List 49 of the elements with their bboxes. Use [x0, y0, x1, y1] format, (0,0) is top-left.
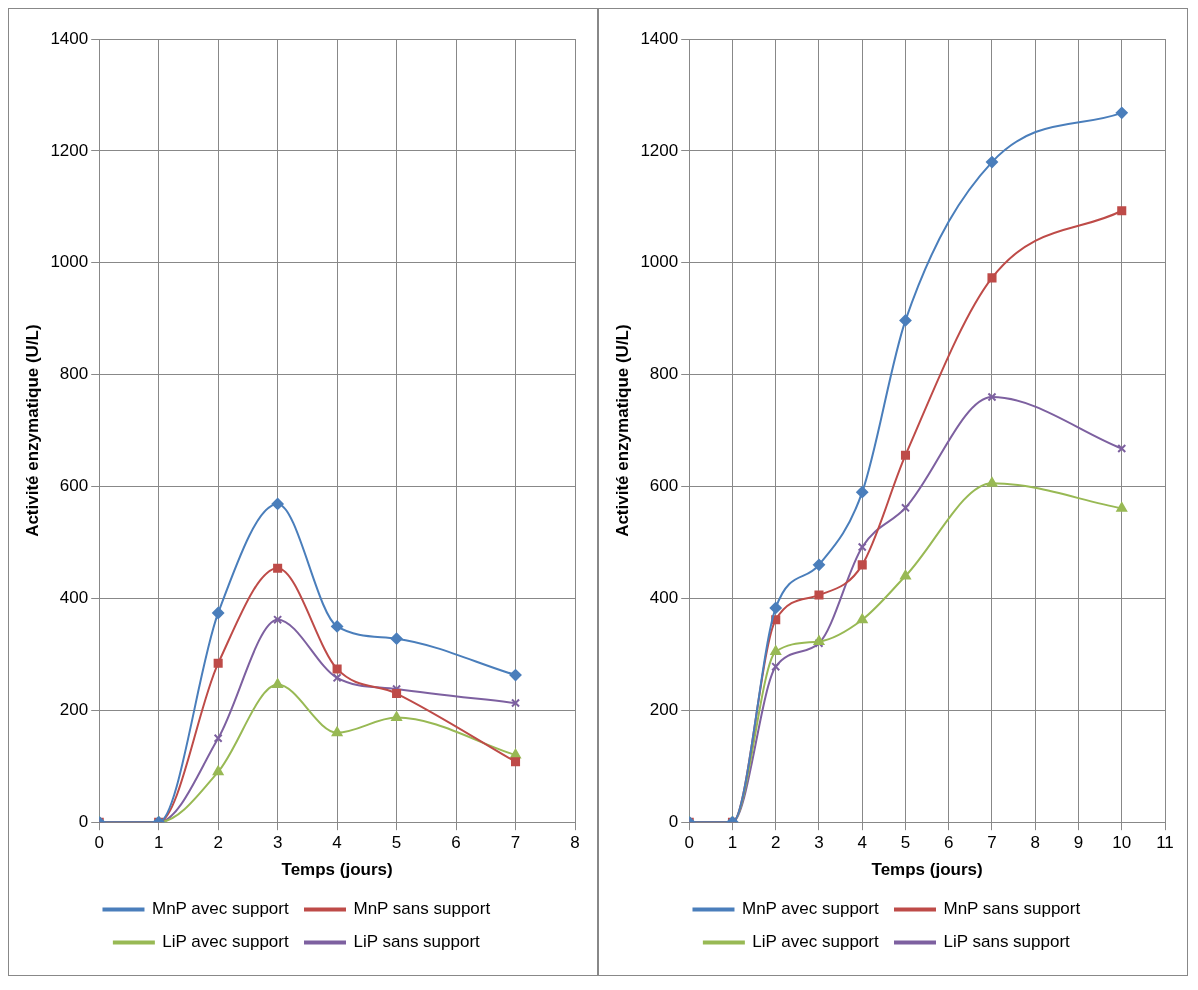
y-tick-label: 600 [59, 476, 89, 496]
x-tick-label: 4 [332, 833, 342, 853]
x-tick-label: 1 [727, 833, 738, 853]
x-tick-label: 7 [510, 833, 521, 853]
x-tick-label: 7 [987, 833, 997, 853]
legend-label: MnP sans support [353, 899, 491, 919]
x-tick-label: 0 [94, 833, 104, 853]
x-tick-label: 5 [391, 833, 402, 853]
x-tick-label: 6 [451, 833, 461, 853]
y-tick-label: 400 [59, 588, 89, 608]
x-tick-label: 6 [944, 833, 954, 853]
y-tick-label: 800 [649, 364, 679, 384]
x-tick-label: 5 [900, 833, 911, 853]
legend-label: LiP sans support [353, 932, 481, 952]
x-axis-title: Temps (jours) [871, 860, 983, 880]
x-tick-label: 1 [153, 833, 164, 853]
y-tick-label: 1200 [50, 140, 89, 160]
x-tick-label: 4 [857, 833, 867, 853]
y-tick-label: 0 [668, 811, 679, 831]
x-tick-label: 3 [814, 833, 824, 853]
y-axis-title: Activité enzymatique (U/L) [612, 324, 632, 537]
y-tick-label: 1000 [640, 252, 679, 272]
legend-label: LiP avec support [162, 932, 289, 952]
y-tick-label: 400 [649, 588, 679, 608]
x-tick-label: 10 [1112, 833, 1132, 853]
x-tick-label: 0 [684, 833, 694, 853]
legend-label: LiP sans support [943, 932, 1071, 952]
x-tick-label: 9 [1073, 833, 1084, 853]
y-axis-title: Activité enzymatique (U/L) [22, 324, 42, 537]
x-tick-label: 2 [770, 833, 781, 853]
x-tick-label: 11 [1156, 833, 1174, 853]
y-tick-label: 200 [649, 700, 679, 719]
x-axis-title: Temps (jours) [281, 860, 393, 880]
y-tick-label: 1400 [640, 28, 679, 48]
legend-label: MnP sans support [943, 899, 1081, 919]
y-tick-label: 800 [59, 364, 89, 384]
x-tick-label: 8 [1030, 833, 1040, 853]
legend-label: MnP avec support [151, 899, 289, 919]
legend-label: LiP avec support [752, 932, 879, 952]
y-tick-label: 1200 [640, 140, 679, 160]
x-tick-label: 2 [213, 833, 223, 853]
y-tick-label: 1400 [50, 28, 89, 48]
y-tick-label: 0 [78, 811, 89, 831]
x-tick-label: 3 [272, 833, 283, 853]
x-tick-label: 8 [570, 833, 580, 853]
y-tick-label: 200 [59, 700, 89, 719]
y-tick-label: 600 [649, 476, 679, 496]
legend-label: MnP avec support [741, 899, 879, 919]
y-tick-label: 1000 [50, 252, 89, 272]
